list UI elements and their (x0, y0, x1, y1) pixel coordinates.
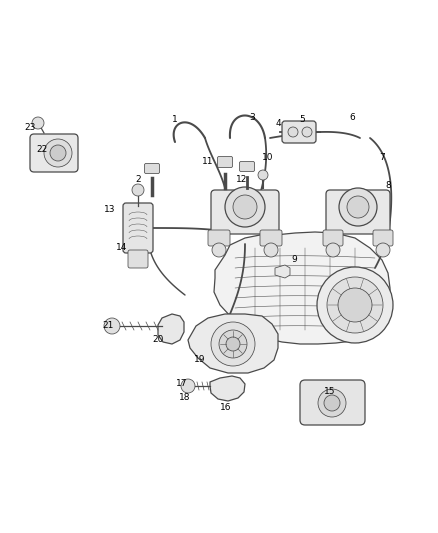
Circle shape (225, 187, 265, 227)
Circle shape (338, 288, 372, 322)
FancyBboxPatch shape (30, 134, 78, 172)
Text: 9: 9 (291, 255, 297, 264)
Text: 14: 14 (117, 244, 128, 253)
Circle shape (104, 318, 120, 334)
FancyBboxPatch shape (260, 230, 282, 246)
FancyBboxPatch shape (211, 190, 279, 234)
Circle shape (339, 188, 377, 226)
FancyBboxPatch shape (240, 161, 254, 172)
Text: 17: 17 (176, 379, 188, 389)
FancyBboxPatch shape (326, 190, 390, 234)
Text: 5: 5 (299, 116, 305, 125)
Circle shape (302, 127, 312, 137)
Polygon shape (214, 232, 390, 344)
Text: 8: 8 (385, 181, 391, 190)
Text: 7: 7 (379, 154, 385, 163)
Polygon shape (275, 265, 290, 278)
Circle shape (226, 337, 240, 351)
Circle shape (132, 184, 144, 196)
Circle shape (50, 145, 66, 161)
Circle shape (317, 267, 393, 343)
Polygon shape (158, 314, 184, 344)
Text: 13: 13 (104, 206, 116, 214)
Circle shape (32, 117, 44, 129)
FancyBboxPatch shape (282, 121, 316, 143)
Text: 3: 3 (249, 114, 255, 123)
Text: 16: 16 (220, 403, 232, 413)
Text: 1: 1 (172, 116, 178, 125)
Text: 12: 12 (237, 175, 247, 184)
Circle shape (233, 195, 257, 219)
Circle shape (288, 127, 298, 137)
FancyBboxPatch shape (145, 164, 159, 174)
Text: 21: 21 (102, 321, 114, 330)
Text: 23: 23 (25, 124, 35, 133)
Text: 10: 10 (262, 154, 274, 163)
Circle shape (44, 139, 72, 167)
Circle shape (219, 330, 247, 358)
Text: 2: 2 (135, 175, 141, 184)
Circle shape (327, 277, 383, 333)
FancyBboxPatch shape (123, 203, 153, 253)
Circle shape (318, 389, 346, 417)
Text: 15: 15 (324, 387, 336, 397)
Circle shape (347, 196, 369, 218)
FancyBboxPatch shape (218, 157, 233, 167)
Polygon shape (188, 314, 278, 373)
Circle shape (181, 379, 195, 393)
Circle shape (258, 170, 268, 180)
Text: 6: 6 (349, 114, 355, 123)
Circle shape (212, 243, 226, 257)
FancyBboxPatch shape (300, 380, 365, 425)
Text: 20: 20 (152, 335, 164, 344)
Circle shape (211, 322, 255, 366)
Text: 4: 4 (275, 118, 281, 127)
FancyBboxPatch shape (208, 230, 230, 246)
Circle shape (376, 243, 390, 257)
Polygon shape (210, 376, 245, 401)
Circle shape (264, 243, 278, 257)
Text: 19: 19 (194, 356, 206, 365)
FancyBboxPatch shape (373, 230, 393, 246)
Circle shape (324, 395, 340, 411)
FancyBboxPatch shape (128, 250, 148, 268)
Text: 22: 22 (36, 146, 48, 155)
Text: 11: 11 (202, 157, 214, 166)
Circle shape (326, 243, 340, 257)
FancyBboxPatch shape (323, 230, 343, 246)
Text: 18: 18 (179, 393, 191, 402)
